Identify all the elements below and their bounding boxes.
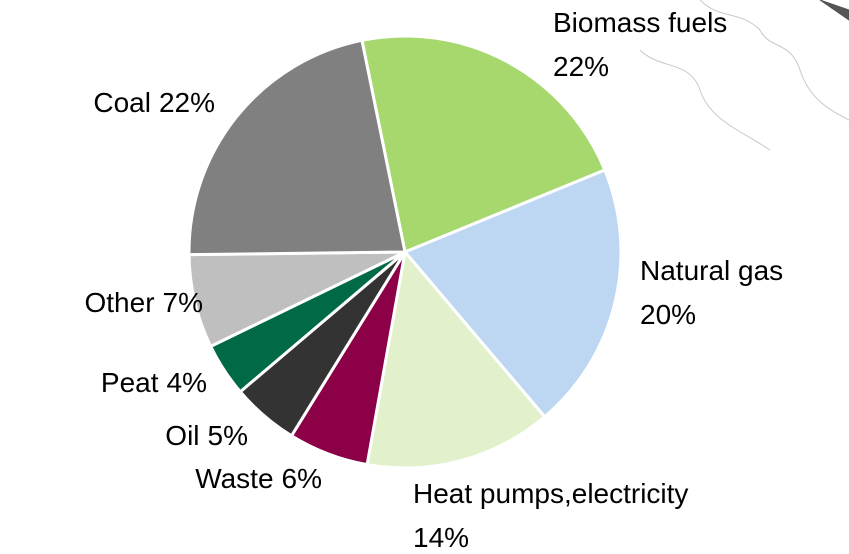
data-label: Coal 22%	[93, 87, 215, 118]
label-name: Natural gas	[640, 255, 783, 286]
label-value: 4%	[167, 367, 207, 398]
label-value: 7%	[163, 287, 203, 318]
data-label: Biomass fuels 22%	[553, 7, 727, 82]
label-name: Biomass fuels	[553, 7, 727, 38]
label-value: 5%	[208, 420, 248, 451]
label-name: Peat	[101, 367, 159, 398]
label-name: Heat pumps,electricity	[413, 478, 688, 509]
pie-slice	[402, 168, 623, 419]
label-name: Coal	[93, 87, 151, 118]
pie-slice	[365, 248, 547, 470]
pie-slice	[187, 38, 407, 257]
data-label: Heat pumps,electricity 14%	[413, 478, 688, 553]
map-background	[639, 0, 849, 151]
data-label: Other 7%	[85, 287, 204, 318]
label-value: 22%	[159, 87, 215, 118]
label-value: 20%	[640, 299, 696, 330]
label-name: Waste	[195, 463, 273, 494]
label-value: 22%	[553, 51, 609, 82]
data-label: Natural gas 20%	[640, 255, 783, 330]
label-value: 6%	[282, 463, 322, 494]
data-label: Peat 4%	[101, 367, 207, 398]
label-value: 14%	[413, 522, 469, 553]
data-label: Waste 6%	[195, 463, 322, 494]
data-label: Oil 5%	[165, 420, 248, 451]
label-name: Other	[85, 287, 155, 318]
pie-slice	[360, 34, 607, 255]
label-name: Oil	[165, 420, 199, 451]
